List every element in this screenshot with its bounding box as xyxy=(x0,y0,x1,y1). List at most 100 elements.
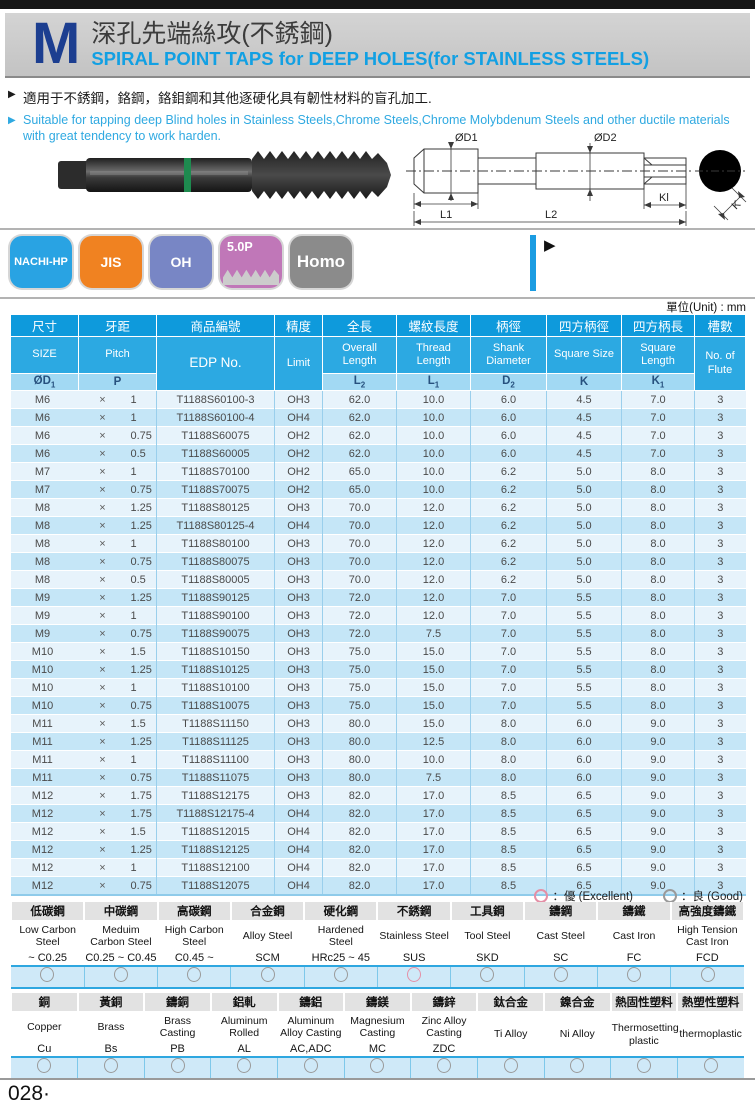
page-number: 028· xyxy=(8,1082,51,1105)
table-row: M10 × 0.75 T1188S10075 OH3 75.0 15.0 7.0 5.5 8.0 3 xyxy=(10,696,746,715)
material-name-zh: 鎳合金 xyxy=(543,993,612,1013)
cell-overall-length: 70.0 xyxy=(322,552,397,571)
cell-limit: OH4 xyxy=(274,822,323,841)
cell-flutes: 3 xyxy=(694,516,746,535)
cell-overall-length: 80.0 xyxy=(322,732,397,751)
times-symbol: × xyxy=(99,447,106,460)
material-name-en: Aluminum Rolled xyxy=(210,1012,278,1041)
rating-legend: ：優 (Excellent) ：良 (Good) xyxy=(534,888,743,904)
cell-thread-length: 12.0 xyxy=(396,534,471,553)
cell-flutes: 3 xyxy=(694,714,746,733)
bullet-arrow-icon: ▶ xyxy=(8,115,16,126)
times-symbol: × xyxy=(99,519,106,532)
cell-flutes: 3 xyxy=(694,534,746,553)
rating-good-circle-icon xyxy=(113,967,128,982)
cell-square-size: 5.5 xyxy=(546,606,622,625)
cell-shank-diameter: 6.0 xyxy=(470,390,547,409)
cell-shank-diameter: 7.0 xyxy=(470,588,547,607)
cell-shank-diameter: 6.2 xyxy=(470,516,547,535)
cell-flutes: 3 xyxy=(694,696,746,715)
cell-square-size: 4.5 xyxy=(546,444,622,463)
cell-square-length: 9.0 xyxy=(621,876,695,895)
cell-size-pitch: M10 × 1.5 xyxy=(10,642,157,661)
cell-size-pitch: M10 × 1 xyxy=(10,678,157,697)
cell-square-size: 5.5 xyxy=(546,678,622,697)
cell-overall-length: 82.0 xyxy=(322,858,397,877)
material-name-en: High Carbon Steel xyxy=(157,921,231,950)
cell-flutes: 3 xyxy=(694,678,746,697)
cell-size-pitch: M8 × 1 xyxy=(10,534,157,553)
size-value: M12 xyxy=(31,879,54,892)
col-header-limit-zh: 精度 xyxy=(274,314,323,337)
cell-size-pitch: M8 × 0.75 xyxy=(10,552,157,571)
cell-limit: OH3 xyxy=(274,624,323,643)
rating-good-circle-icon xyxy=(627,967,642,982)
times-symbol: × xyxy=(99,483,106,496)
cell-overall-length: 75.0 xyxy=(322,696,397,715)
cell-flutes: 3 xyxy=(694,858,746,877)
size-value: M9 xyxy=(34,591,51,604)
cell-shank-diameter: 7.0 xyxy=(470,678,547,697)
table-row: M6 × 0.5 T1188S60005 OH2 62.0 10.0 6.0 4.5 7.0 3 xyxy=(10,444,746,463)
badge-5-0p: 5.0P xyxy=(220,236,282,288)
size-value: M10 xyxy=(31,645,54,658)
cell-limit: OH2 xyxy=(274,444,323,463)
cell-square-length: 9.0 xyxy=(621,840,695,859)
times-symbol: × xyxy=(99,807,106,820)
cell-square-length: 8.0 xyxy=(621,696,695,715)
cell-square-length: 8.0 xyxy=(621,606,695,625)
cell-flutes: 3 xyxy=(694,390,746,409)
material-name-zh: 工具鋼 xyxy=(449,902,526,922)
cell-overall-length: 82.0 xyxy=(322,804,397,823)
material-name-en: Zinc Alloy Casting xyxy=(410,1012,478,1041)
cell-flutes: 3 xyxy=(694,804,746,823)
material-name-en: Hardened Steel xyxy=(304,921,378,950)
material-rating-cell xyxy=(410,1056,478,1080)
diagram-label-kl: Kl xyxy=(659,192,669,204)
material-rating-cell xyxy=(343,1056,412,1080)
material-name-en: Tool Steel xyxy=(450,921,525,950)
cell-edp: T1188S90100 xyxy=(156,606,275,625)
cell-overall-length: 72.0 xyxy=(322,588,397,607)
header-row-symbols: ØD1 P L2 L1 D2 K K1 xyxy=(10,373,746,391)
material-name-zh: 鋁軋 xyxy=(209,993,279,1013)
cell-flutes: 3 xyxy=(694,588,746,607)
rating-good-circle-icon xyxy=(370,1058,385,1073)
cell-square-size: 6.5 xyxy=(546,840,622,859)
col-header-shank-en: Shank Diameter xyxy=(470,336,547,374)
intro-en-text: Suitable for tapping deep Blind holes in… xyxy=(23,113,730,144)
rating-good-circle-icon xyxy=(260,967,275,982)
excellent-circle-icon xyxy=(534,889,549,903)
cell-square-length: 8.0 xyxy=(621,660,695,679)
cell-thread-length: 10.0 xyxy=(396,426,471,445)
cell-size-pitch: M11 × 1.5 xyxy=(10,714,157,733)
cell-square-size: 5.0 xyxy=(546,462,622,481)
cell-edp: T1188S70075 xyxy=(156,480,275,499)
col-header-pitch-en: Pitch xyxy=(78,336,157,374)
material-rating-cell xyxy=(476,1056,545,1080)
cell-flutes: 3 xyxy=(694,660,746,679)
cell-square-length: 9.0 xyxy=(621,822,695,841)
times-symbol: × xyxy=(99,699,106,712)
header-row-zh: 尺寸 牙距 商品編號 精度 全長 螺紋長度 柄徑 四方柄徑 四方柄長 槽數 xyxy=(10,314,746,337)
rating-good-circle-icon xyxy=(40,967,55,982)
cell-size-pitch: M7 × 0.75 xyxy=(10,480,157,499)
table-row: M8 × 0.5 T1188S80005 OH3 70.0 12.0 6.2 5.0 8.0 3 xyxy=(10,570,746,589)
material-name-en: Ti Alloy xyxy=(477,1012,544,1057)
cell-shank-diameter: 7.0 xyxy=(470,642,547,661)
cell-square-size: 6.0 xyxy=(546,732,622,751)
cell-shank-diameter: 6.2 xyxy=(470,480,547,499)
times-symbol: × xyxy=(99,501,106,514)
table-row: M12 × 1 T1188S12100 OH4 82.0 17.0 8.5 6.5 9.0 3 xyxy=(10,858,746,877)
cell-overall-length: 75.0 xyxy=(322,660,397,679)
cell-edp: T1188S11150 xyxy=(156,714,275,733)
material-name-en: Ni Alloy xyxy=(544,1012,611,1057)
col-header-overall-en: Overall Length xyxy=(322,336,397,374)
cell-limit: OH3 xyxy=(274,552,323,571)
cell-edp: T1188S11075 xyxy=(156,768,275,787)
pitch-value: 1.25 xyxy=(130,501,152,514)
cell-edp: T1188S80100 xyxy=(156,534,275,553)
material-name-zh: 低碳鋼 xyxy=(9,902,86,922)
material-rating-cell xyxy=(277,1056,345,1080)
col-header-sqsize-sym: K xyxy=(546,373,622,391)
